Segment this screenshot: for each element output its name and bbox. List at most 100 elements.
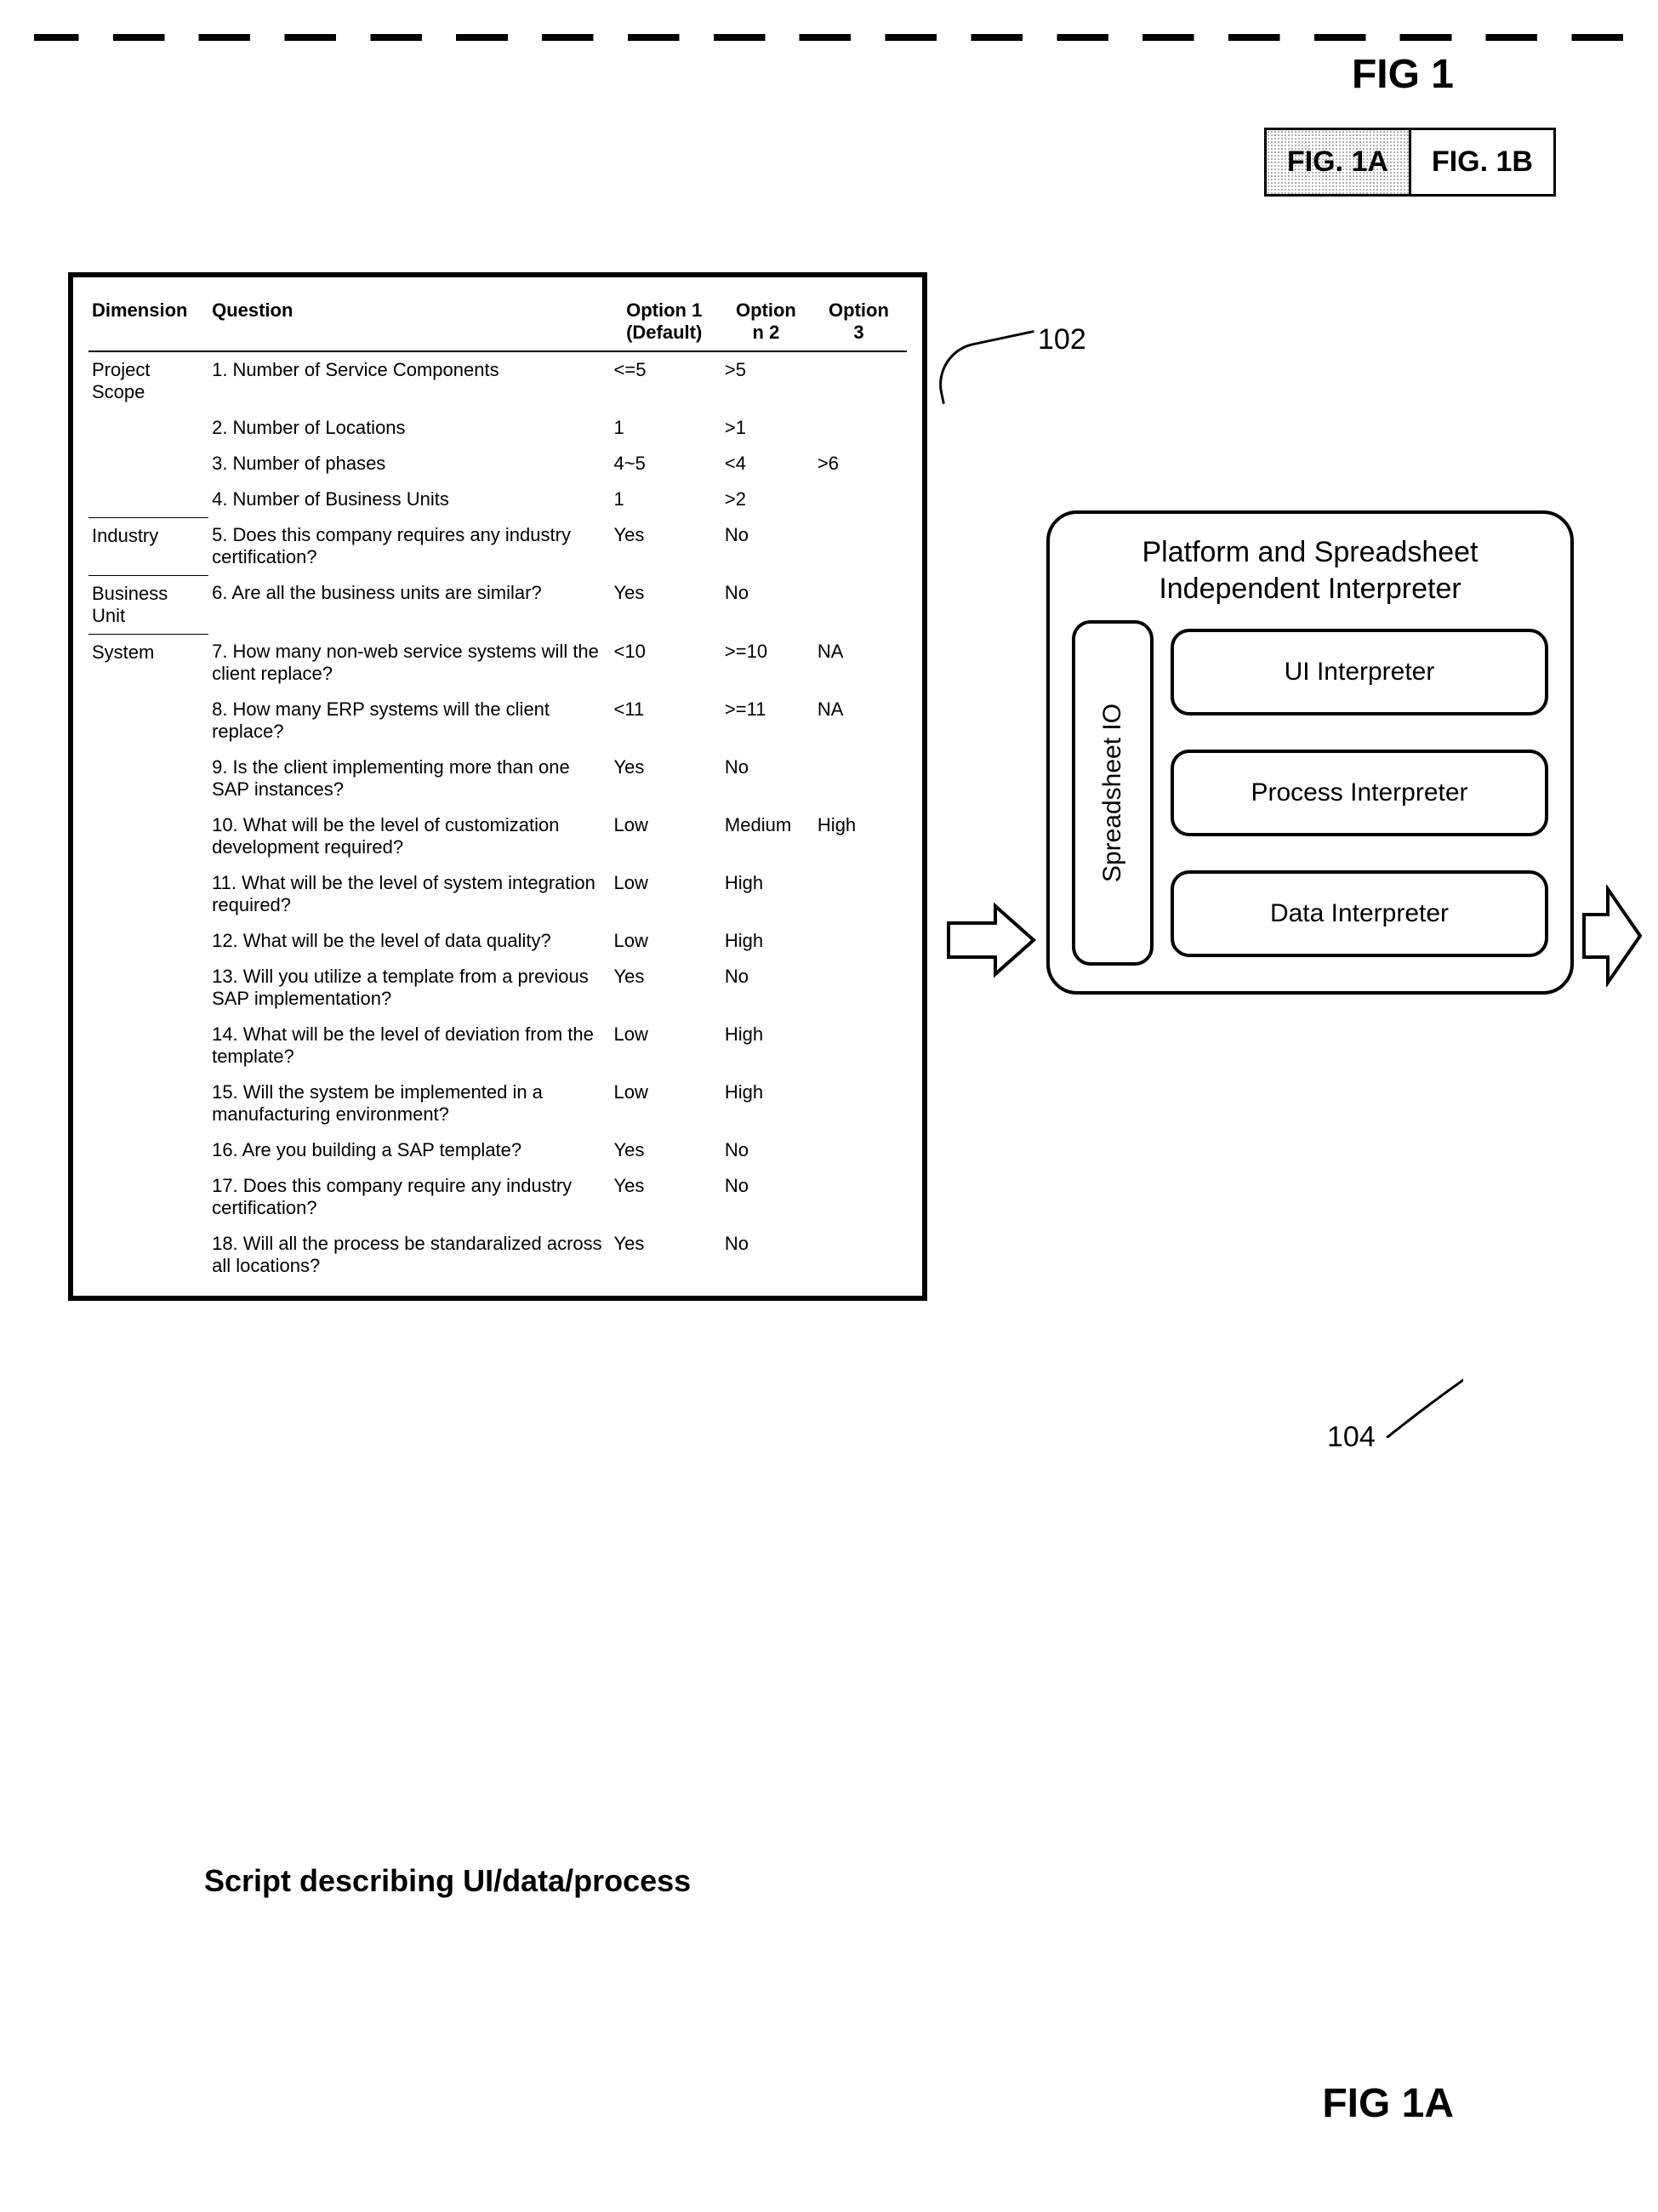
table-row: 9. Is the client implementing more than … — [88, 750, 907, 807]
cell-dimension — [88, 750, 208, 807]
cell-option-2: >=11 — [721, 692, 814, 750]
data-interpreter-box: Data Interpreter — [1171, 870, 1548, 957]
legend-cell-1b: FIG. 1B — [1411, 130, 1553, 194]
interpreter-title: Platform and Spreadsheet Independent Int… — [1072, 534, 1548, 607]
col-option2-l2: n 2 — [753, 322, 780, 343]
cell-dimension: Project Scope — [88, 351, 208, 410]
cell-dimension — [88, 446, 208, 482]
interpreter-title-l1: Platform and Spreadsheet — [1142, 536, 1478, 568]
table-row: 8. How many ERP systems will the client … — [88, 692, 907, 750]
cell-question: 14. What will be the level of deviation … — [208, 1017, 610, 1075]
cell-option-1: <10 — [611, 634, 721, 692]
table-row: 11. What will be the level of system int… — [88, 865, 907, 923]
col-option1-l2: (Default) — [626, 322, 702, 343]
cell-option-2: >1 — [721, 410, 814, 446]
cell-dimension — [88, 865, 208, 923]
cell-option-3 — [814, 1168, 907, 1226]
table-row: System7. How many non-web service system… — [88, 634, 907, 692]
interpreter-box: Platform and Spreadsheet Independent Int… — [1046, 510, 1574, 995]
cell-option-2: <4 — [721, 446, 814, 482]
cell-option-1: <11 — [611, 692, 721, 750]
script-table-box: Dimension Question Option 1 (Default) Op… — [68, 272, 927, 1301]
table-row: 3. Number of phases4~5<4>6 — [88, 446, 907, 482]
table-row: 17. Does this company require any indust… — [88, 1168, 907, 1226]
cell-option-3: NA — [814, 634, 907, 692]
cell-dimension — [88, 410, 208, 446]
cell-option-3 — [814, 1017, 907, 1075]
col-option1: Option 1 (Default) — [611, 294, 721, 351]
cell-dimension — [88, 959, 208, 1017]
cell-dimension: Business Unit — [88, 575, 208, 634]
cell-option-1: 1 — [611, 410, 721, 446]
table-row: 12. What will be the level of data quali… — [88, 923, 907, 959]
cut-line-top — [34, 34, 1624, 41]
col-dimension: Dimension — [88, 294, 208, 351]
leader-line-104-icon — [1378, 1370, 1463, 1438]
cell-option-2: High — [721, 1075, 814, 1132]
cell-dimension: Industry — [88, 517, 208, 575]
cell-option-1: Yes — [611, 1132, 721, 1168]
col-option1-l1: Option 1 — [626, 299, 702, 321]
table-row: 18. Will all the process be standaralize… — [88, 1226, 907, 1284]
arrow-to-interpreter-icon — [944, 902, 1038, 978]
col-question: Question — [208, 294, 610, 351]
cell-option-1: 1 — [611, 482, 721, 517]
cell-dimension — [88, 1168, 208, 1226]
cell-dimension — [88, 807, 208, 865]
cell-option-3 — [814, 517, 907, 575]
spreadsheet-io-box: Spreadsheet IO — [1072, 620, 1154, 966]
cell-option-3 — [814, 351, 907, 410]
cell-question: 10. What will be the level of customizat… — [208, 807, 610, 865]
figure-title-bottom: FIG 1A — [1322, 2080, 1454, 2127]
cell-question: 6. Are all the business units are simila… — [208, 575, 610, 634]
cell-option-2: No — [721, 517, 814, 575]
table-caption: Script describing UI/data/process — [204, 1863, 691, 1899]
cell-option-2: >2 — [721, 482, 814, 517]
cell-option-3 — [814, 1075, 907, 1132]
cell-question: 5. Does this company requires any indust… — [208, 517, 610, 575]
cell-dimension — [88, 1132, 208, 1168]
cell-option-3 — [814, 482, 907, 517]
cell-dimension — [88, 692, 208, 750]
cell-option-3 — [814, 410, 907, 446]
cell-question: 3. Number of phases — [208, 446, 610, 482]
table-row: 15. Will the system be implemented in a … — [88, 1075, 907, 1132]
cell-option-1: Low — [611, 1075, 721, 1132]
figure-page: FIG 1 FIG. 1A FIG. 1B 102 Dimension Ques… — [34, 34, 1624, 2178]
cell-dimension — [88, 923, 208, 959]
cell-option-1: Yes — [611, 1168, 721, 1226]
table-row: Industry5. Does this company requires an… — [88, 517, 907, 575]
cell-option-1: Low — [611, 923, 721, 959]
table-row: 4. Number of Business Units1>2 — [88, 482, 907, 517]
cell-question: 11. What will be the level of system int… — [208, 865, 610, 923]
cell-option-2: No — [721, 1168, 814, 1226]
cell-option-3 — [814, 959, 907, 1017]
arrow-out-icon — [1582, 885, 1642, 987]
cell-question: 2. Number of Locations — [208, 410, 610, 446]
spreadsheet-io-label: Spreadsheet IO — [1098, 704, 1127, 882]
interpreter-stack: UI Interpreter Process Interpreter Data … — [1171, 620, 1548, 966]
cell-question: 9. Is the client implementing more than … — [208, 750, 610, 807]
cell-question: 15. Will the system be implemented in a … — [208, 1075, 610, 1132]
cell-dimension — [88, 482, 208, 517]
table-row: Business Unit6. Are all the business uni… — [88, 575, 907, 634]
cell-dimension — [88, 1226, 208, 1284]
cell-option-2: No — [721, 1226, 814, 1284]
cell-question: 18. Will all the process be standaralize… — [208, 1226, 610, 1284]
cell-option-2: No — [721, 575, 814, 634]
table-row: 16. Are you building a SAP template?YesN… — [88, 1132, 907, 1168]
cell-option-3 — [814, 865, 907, 923]
cell-option-1: Yes — [611, 1226, 721, 1284]
cell-option-1: Low — [611, 865, 721, 923]
cell-option-2: High — [721, 1017, 814, 1075]
cell-option-2: No — [721, 1132, 814, 1168]
cell-dimension — [88, 1075, 208, 1132]
cell-option-2: Medium — [721, 807, 814, 865]
cell-question: 7. How many non-web service systems will… — [208, 634, 610, 692]
cell-question: 8. How many ERP systems will the client … — [208, 692, 610, 750]
process-interpreter-box: Process Interpreter — [1171, 750, 1548, 836]
cell-option-3: High — [814, 807, 907, 865]
figure-legend: FIG. 1A FIG. 1B — [1264, 128, 1556, 197]
cell-option-2: >=10 — [721, 634, 814, 692]
cell-option-3: NA — [814, 692, 907, 750]
